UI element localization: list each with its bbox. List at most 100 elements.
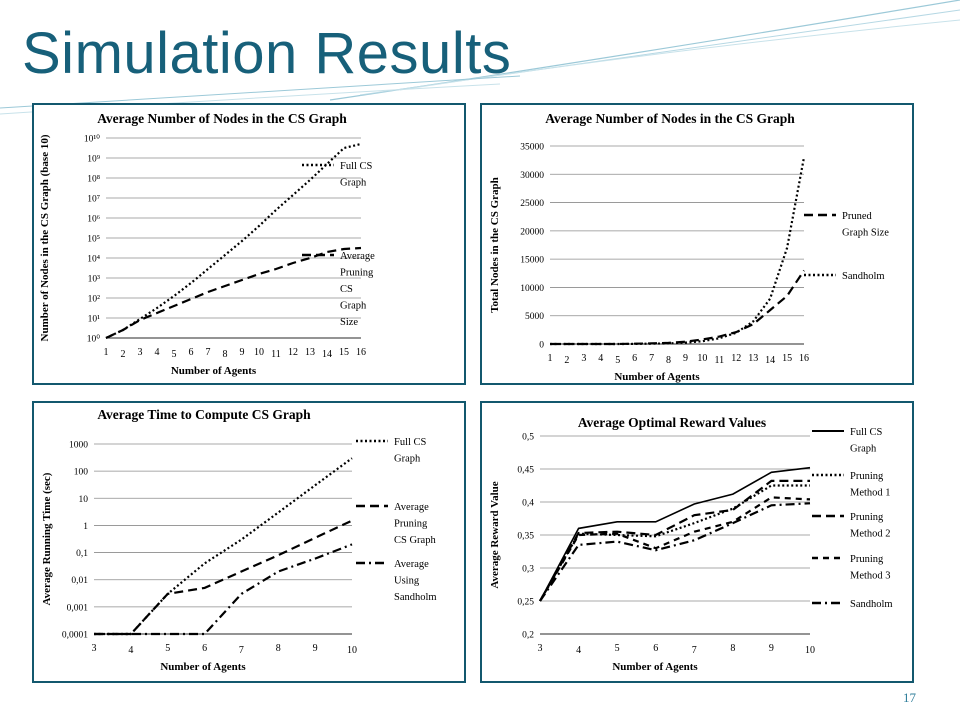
x-axis-title: Number of Agents — [171, 365, 257, 377]
legend-label-line: Full CS — [850, 427, 883, 438]
y-tick-label: 0,45 — [517, 466, 534, 476]
x-tick-label: 5 — [615, 355, 620, 366]
x-tick-label: 11 — [271, 349, 281, 360]
y-tick-label: 10 — [79, 495, 89, 505]
x-tick-label: 8 — [730, 643, 735, 654]
y-tick-label: 1000 — [69, 441, 88, 451]
legend-label-line: Pruning — [850, 512, 884, 523]
legend-label-line: Average — [394, 559, 429, 570]
y-tick-label: 10⁷ — [87, 195, 100, 205]
x-tick-label: 9 — [240, 347, 245, 358]
series-line — [94, 543, 353, 636]
y-tick-label: 10² — [88, 295, 101, 305]
y-tick-label: 10⁶ — [87, 215, 100, 225]
page-number: 17 — [903, 690, 916, 705]
y-axis-title: Average Running Time (sec) — [41, 472, 53, 605]
legend-label-line: Full CS — [340, 161, 373, 172]
chart-compute-time: Average Time to Compute CS Graph 0,0001 0,… — [41, 407, 437, 673]
y-tick-label: 0,35 — [517, 532, 534, 542]
legend-label-line: Full CS — [394, 437, 427, 448]
y-tick-label: 10⁹ — [87, 155, 101, 165]
series-line — [550, 269, 805, 346]
y-axis-title: Total Nodes in the CS Graph — [489, 177, 501, 313]
legend-label-line: Using — [394, 576, 420, 587]
series-line — [550, 157, 806, 346]
legend-label: Full CS Graph — [394, 437, 427, 465]
x-tick-label: 1 — [548, 353, 553, 364]
legend-label-line: Sandholm — [842, 271, 885, 282]
y-tick-label: 1 — [83, 522, 88, 532]
y-tick-label: 5000 — [525, 312, 544, 322]
y-tick-label: 20000 — [520, 227, 544, 237]
x-tick-label: 8 — [223, 349, 228, 360]
legend-label-line: Pruning — [850, 471, 884, 482]
legend-label-line: Pruning — [394, 519, 428, 530]
x-tick-label: 15 — [782, 353, 792, 364]
x-tick-label: 3 — [138, 347, 143, 358]
x-tick-label: 13 — [748, 353, 758, 364]
x-tick-label: 5 — [615, 643, 620, 654]
x-tick-label: 4 — [128, 645, 133, 656]
legend-label: Pruned Graph Size — [842, 211, 889, 239]
y-tick-label: 35000 — [520, 143, 544, 153]
x-tick-label: 2 — [121, 349, 126, 360]
y-tick-label: 0,25 — [517, 598, 534, 608]
x-tick-label: 6 — [632, 353, 637, 364]
x-tick-label: 3 — [581, 353, 586, 364]
x-axis-title: Number of Agents — [612, 661, 698, 673]
y-tick-label: 15000 — [520, 256, 544, 266]
y-tick-label: 0,3 — [522, 565, 534, 575]
series-line — [539, 496, 811, 602]
y-tick-label: 10⁰ — [87, 334, 101, 345]
x-tick-label: 15 — [339, 347, 349, 358]
legend-label: Pruning Method 2 — [850, 512, 891, 540]
legend-label-line: Average — [340, 251, 375, 262]
x-tick-label: 4 — [155, 347, 160, 358]
x-tick-label: 12 — [288, 347, 298, 358]
chart-panel-reward: Average Optimal Reward Values 0,2 0,25 0,3 0… — [480, 401, 914, 683]
series-line — [539, 502, 811, 602]
x-axis-title: Number of Agents — [614, 371, 700, 383]
x-tick-label: 9 — [769, 643, 774, 654]
legend-label-line: Size — [340, 317, 358, 328]
x-tick-label: 8 — [276, 643, 281, 654]
y-tick-label: 0,1 — [76, 549, 88, 559]
x-tick-label: 9 — [313, 643, 318, 654]
legend-label-line: Sandholm — [394, 592, 437, 603]
y-tick-label: 0,01 — [71, 576, 88, 586]
legend-label: Average Using Sandholm — [394, 559, 437, 603]
legend-label-line: Graph — [340, 178, 367, 189]
chart-panel-log-nodes: Average Number of Nodes in the CS Graph 1… — [32, 103, 466, 385]
legend-label: Sandholm — [842, 271, 885, 282]
legend-label-line: CS — [340, 284, 353, 295]
x-tick-label: 10 — [697, 353, 707, 364]
legend-label: Full CS Graph — [850, 427, 883, 455]
chart-title: Average Optimal Reward Values — [578, 415, 766, 430]
y-tick-label: 0,001 — [67, 603, 89, 613]
x-tick-label: 10 — [347, 645, 357, 656]
legend-label-line: Pruned — [842, 211, 872, 222]
legend-label-line: Method 3 — [850, 571, 891, 582]
legend-label-line: Pruning — [850, 554, 884, 565]
series-line — [94, 519, 353, 636]
legend-label: Average Pruning CS Graph Size — [340, 251, 375, 328]
x-tick-label: 5 — [165, 643, 170, 654]
legend-label-line: Graph — [340, 301, 367, 312]
y-tick-label: 0,2 — [522, 631, 534, 641]
x-tick-label: 1 — [104, 347, 109, 358]
y-tick-label: 10⁴ — [87, 255, 101, 265]
x-tick-label: 6 — [202, 643, 207, 654]
x-tick-label: 16 — [356, 347, 366, 358]
x-tick-label: 3 — [538, 643, 543, 654]
chart-title: Average Time to Compute CS Graph — [97, 407, 311, 422]
y-tick-label: 0,4 — [522, 499, 534, 509]
legend-label-line: CS Graph — [394, 535, 436, 546]
legend-label-line: Graph — [394, 454, 421, 465]
x-tick-label: 11 — [715, 355, 725, 366]
x-tick-label: 14 — [322, 349, 332, 360]
series-line — [539, 484, 810, 602]
x-tick-label: 10 — [254, 347, 264, 358]
y-tick-label: 10000 — [520, 284, 544, 294]
chart-log-nodes: Average Number of Nodes in the CS Graph 1… — [39, 111, 375, 377]
chart-total-nodes: Average Number of Nodes in the CS Graph 0… — [489, 111, 889, 383]
